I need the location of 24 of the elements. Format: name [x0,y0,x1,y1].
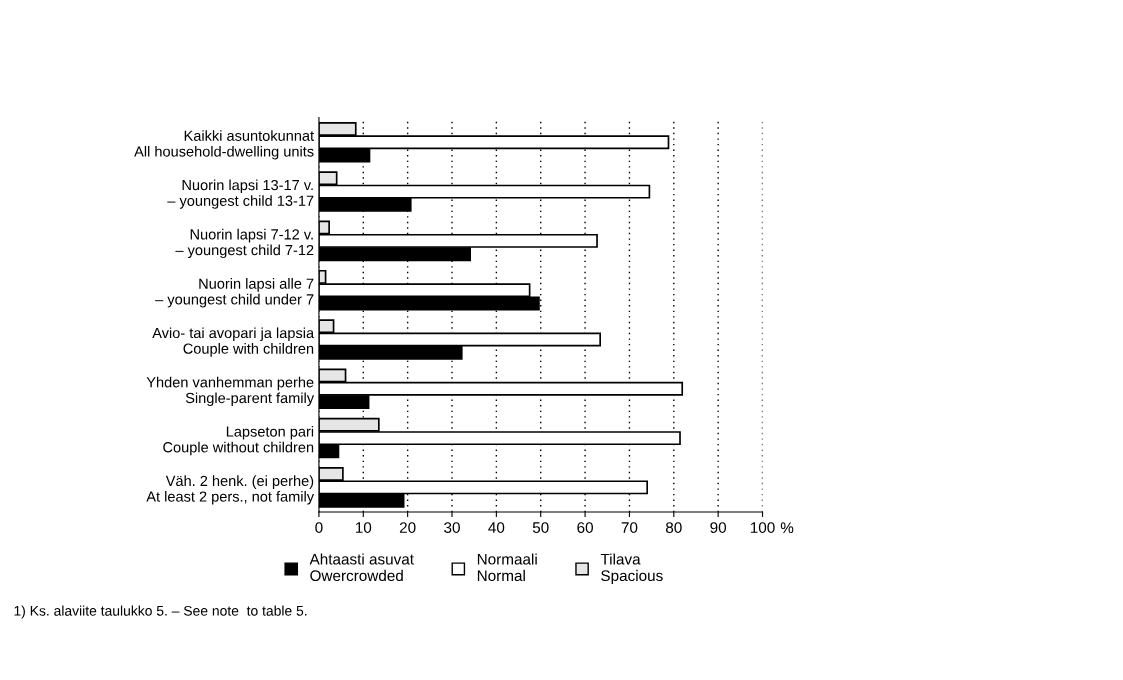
x-tick-label: 90 [710,522,727,533]
legend-label: Tilava Spacious [600,553,663,585]
text: 1) Ks. alaviite taulukko 5. – See note to table 5. [14,605,307,619]
x-tick-label: 0 [315,522,323,533]
legend-label: Ahtaasti asuvat Owercrowded [309,553,414,582]
y-tick-label: Kaikki asuntokunnat All household-dwelling units [134,130,314,160]
x-tick-label: 70 [621,522,638,533]
y-tick-label: Lapseton pari Couple without children [163,426,314,456]
x-axis-title: % [780,522,794,534]
y-tick-label: Väh. 2 henk. (ei perhe) At least 2 pers., not family [146,475,315,505]
x-tick-label: 60 [577,522,593,533]
y-tick-label: Nuorin lapsi alle 7 – youngest child under 7 [155,278,314,308]
x-tick-label: 20 [399,522,416,533]
x-tick-label: 30 [444,522,460,533]
x-tick-label: 40 [488,522,505,533]
x-tick-label: 50 [532,522,549,533]
y-tick-label: Avio- tai avopari ja lapsia Couple with children [152,327,315,357]
x-tick-label: 10 [355,522,372,533]
y-tick-label: Yhden vanhemman perhe Single-parent family [146,376,315,407]
x-tick-label: 80 [665,522,682,533]
y-tick-label: Nuorin lapsi 13-17 v. – youngest child 13-17 [167,179,314,209]
legend-label: Normaali Normal [477,553,537,582]
x-tick-label: 100 [750,522,775,533]
y-tick-label: Nuorin lapsi 7-12 v. – youngest child 7-12 [175,228,314,259]
